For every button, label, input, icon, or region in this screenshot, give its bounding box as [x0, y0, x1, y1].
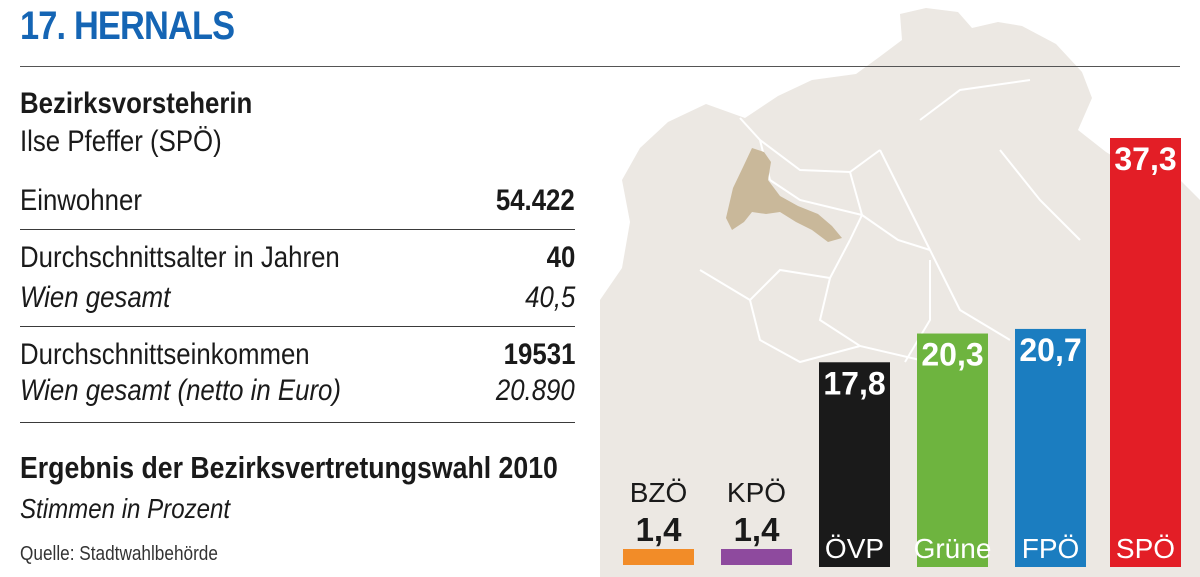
- category-label: ÖVP: [825, 533, 884, 564]
- row-value: 19531: [503, 338, 575, 371]
- row-divider: [20, 422, 575, 423]
- page-title: 17. HERNALS: [20, 4, 235, 48]
- election-subtitle: Stimmen in Prozent: [20, 493, 231, 524]
- bar-value-label: 1,4: [636, 511, 683, 548]
- row-subvalue: 40,5: [524, 281, 575, 314]
- header-rule: [20, 66, 1180, 67]
- row-label: Durchschnittsalter in Jahren: [20, 241, 340, 274]
- hernals-district: [726, 148, 842, 242]
- district-borders: [699, 79, 1081, 364]
- election-title: Ergebnis der Bezirksvertretungswahl 2010: [20, 450, 558, 485]
- row-sublabel: Wien gesamt: [20, 281, 171, 314]
- bar-value-label: 1,4: [734, 511, 781, 548]
- bar: [1015, 328, 1086, 567]
- category-label: FPÖ: [1022, 533, 1080, 564]
- category-label: BZÖ: [630, 477, 688, 508]
- row-divider: [20, 326, 575, 327]
- head-name: Ilse Pfeffer (SPÖ): [20, 125, 222, 158]
- bar: [721, 549, 792, 565]
- category-label: KPÖ: [727, 477, 786, 508]
- row-value: 40: [546, 241, 575, 274]
- bar: [819, 362, 890, 567]
- election-bar-chart: 1,4BZÖ1,4KPÖ17,8ÖVP20,3Grüne20,7FPÖ37,3S…: [623, 138, 1181, 567]
- bar: [623, 549, 694, 565]
- row-label: Einwohner: [20, 184, 142, 217]
- row-sublabel: Wien gesamt (netto in Euro): [20, 374, 341, 407]
- bar-value-label: 20,3: [921, 337, 983, 373]
- bar: [1110, 138, 1181, 567]
- bar-value-label: 17,8: [823, 365, 885, 401]
- category-label: SPÖ: [1116, 533, 1175, 564]
- bar-value-label: 20,7: [1019, 332, 1081, 368]
- row-divider: [20, 229, 575, 230]
- row-label: Durchschnittseinkommen: [20, 338, 310, 371]
- source-note: Quelle: Stadtwahlbehörde: [20, 543, 218, 565]
- bar: [917, 333, 988, 567]
- category-label: Grüne: [914, 533, 992, 564]
- row-subvalue: 20.890: [496, 374, 575, 407]
- head-title: Bezirksvorsteherin: [20, 87, 253, 120]
- row-value: 54.422: [496, 184, 575, 217]
- bar-value-label: 37,3: [1114, 141, 1176, 177]
